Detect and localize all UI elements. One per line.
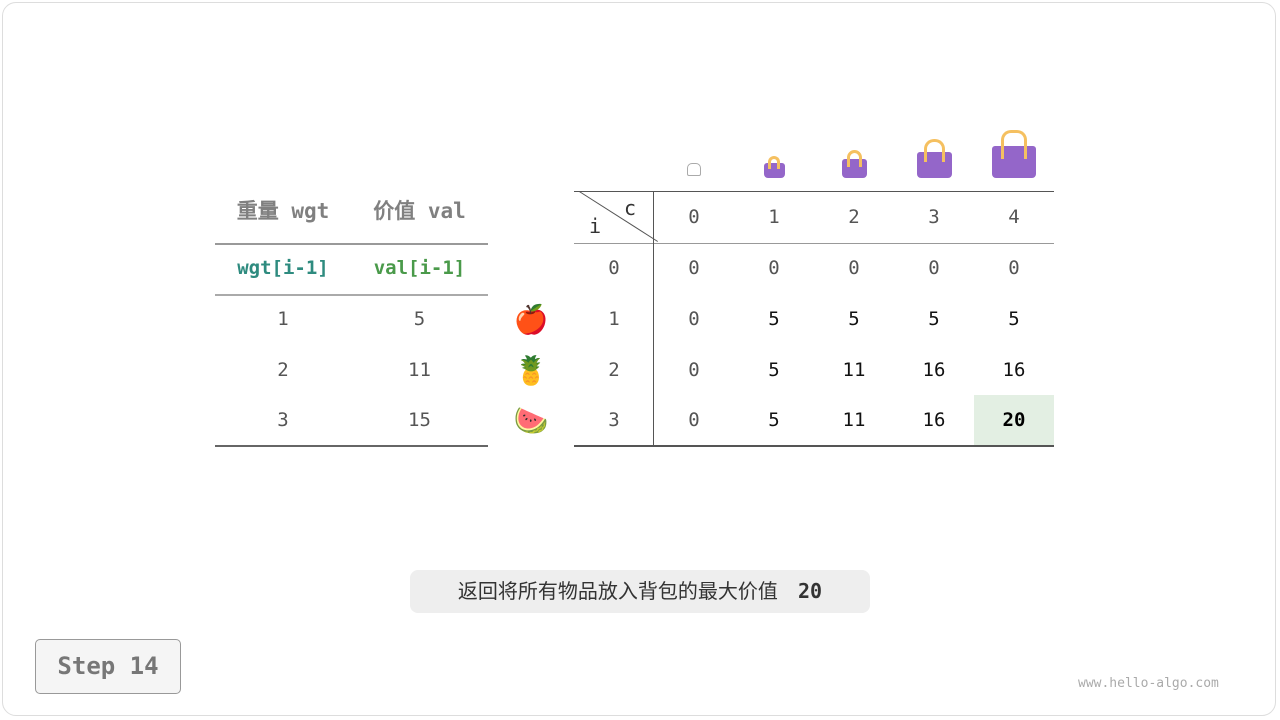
highlight-value: 20 [1002,409,1026,431]
dp-cell: 0 [688,308,700,330]
dp-cell: 5 [928,308,940,330]
row-header: 2 [608,359,620,381]
dp-cell: 16 [1002,359,1026,381]
dp-cell: 16 [922,409,946,431]
bag-handle [1000,130,1028,159]
col-header: 3 [928,206,940,228]
col-header: 1 [768,206,780,228]
row-header: 1 [608,308,620,330]
highlight-cell [974,395,1054,446]
dp-cell: 16 [922,359,946,381]
row-header: 3 [608,409,620,431]
column-subheader: val[i-1] [373,257,466,279]
bag-handle [767,155,781,169]
dp-cell: 0 [768,257,780,279]
dp-cell: 11 [842,409,866,431]
table-cell: 15 [408,409,431,431]
table-cell: 1 [277,308,289,330]
table-cell: 5 [413,308,426,330]
row-header: 0 [608,257,620,279]
divider [574,191,1054,192]
table-cell: 2 [277,359,289,381]
dp-cell: 0 [688,257,700,279]
caption: 返回将所有物品放入背包的最大价值 20 [410,570,870,613]
empty-bag-icon [687,163,701,176]
dp-cell: 5 [1008,308,1020,330]
dp-cell: 0 [688,409,700,431]
caption-value: 20 [797,579,823,603]
dp-cell: 5 [768,359,780,381]
divider [215,243,488,245]
column-header: 价值 val [373,199,466,223]
dp-cell: 0 [848,257,860,279]
column-subheader: wgt[i-1] [237,257,329,279]
table-cell: 11 [408,359,431,381]
column-header: 重量 wgt [236,199,330,223]
bag-handle [846,149,862,167]
divider [653,192,654,446]
col-header: 2 [848,206,860,228]
pineapple-icon: 🍍 [513,354,549,387]
watermelon-icon: 🍉 [513,404,549,437]
step-badge: Step 14 [35,639,181,694]
col-header: 0 [688,206,700,228]
corner-row-label: i [589,214,602,238]
corner-col-label: c [624,196,637,220]
dp-cell: 0 [928,257,940,279]
divider [215,445,488,447]
apple-icon: 🍎 [513,303,549,336]
col-header: 4 [1008,206,1020,228]
dp-cell: 0 [1008,257,1020,279]
table-cell: 3 [277,409,289,431]
divider [574,445,1054,447]
dp-cell: 0 [688,359,700,381]
caption-text: 返回将所有物品放入背包的最大价值 [457,579,778,603]
divider [215,294,488,296]
dp-cell: 5 [768,409,780,431]
bag-handle [923,139,945,163]
watermark: www.hello-algo.com [1078,676,1219,691]
dp-cell: 5 [848,308,860,330]
bag-icon [992,146,1036,178]
divider [574,243,1054,244]
dp-cell: 11 [842,359,866,381]
bag-icon [916,152,952,178]
dp-cell: 5 [768,308,780,330]
